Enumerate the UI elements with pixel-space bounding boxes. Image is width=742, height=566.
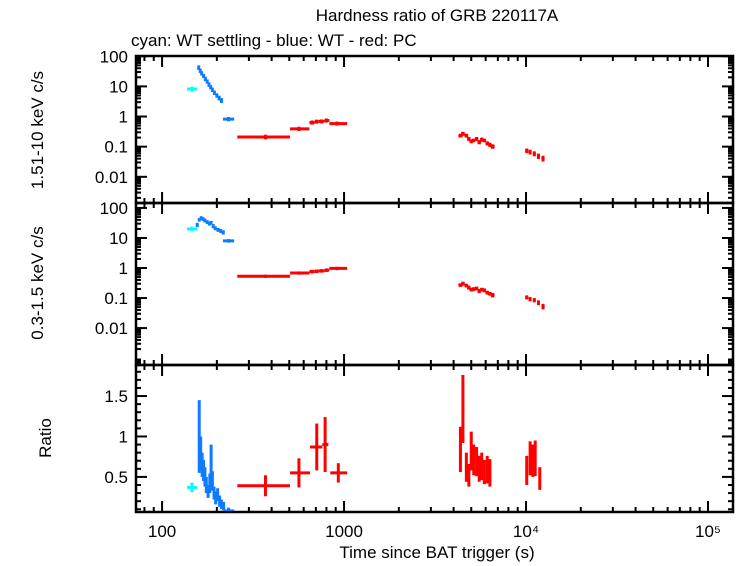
x-tick-label: 10⁴: [513, 522, 539, 541]
y-tick-label: 100: [100, 47, 128, 66]
y-axis-label-hard-band: 1.51-10 keV c/s: [28, 70, 47, 190]
plot-title: Hardness ratio of GRB 220117A: [315, 6, 559, 25]
series-pc: [237, 375, 542, 497]
y-tick-label: 1.5: [104, 387, 128, 406]
series-wt-settling: [186, 482, 198, 493]
plot-legend-subtitle: cyan: WT settling - blue: WT - red: PC: [131, 31, 417, 50]
series-wt: [197, 400, 235, 511]
y-tick-label: 100: [100, 199, 128, 218]
series-wt-settling: [186, 226, 198, 232]
series-wt: [195, 216, 235, 243]
y-tick-label: 0.5: [104, 468, 128, 487]
x-axis-label: Time since BAT trigger (s): [339, 543, 535, 562]
y-tick-label: 0.01: [95, 319, 128, 338]
y-tick-label: 1: [119, 427, 128, 446]
panel-ratio: 0.5 1 1.5: [104, 363, 735, 514]
y-tick-label: 10: [109, 229, 128, 248]
y-tick-label: 0.1: [104, 138, 128, 157]
x-tick-label: 1000: [325, 522, 363, 541]
series-pc: [237, 118, 545, 162]
panel-soft: 0.01 0.1 1 10 100: [95, 199, 735, 367]
y-axis-label-ratio: Ratio: [36, 418, 55, 458]
x-tick-label: 10⁵: [695, 522, 721, 541]
y-tick-label: 1: [119, 108, 128, 127]
y-tick-label: 10: [109, 77, 128, 96]
x-tick-label: 100: [148, 522, 176, 541]
series-wt-settling: [186, 86, 198, 92]
y-tick-label: 1: [119, 259, 128, 278]
y-tick-label: 0.1: [104, 289, 128, 308]
panel-hard: 0.01 0.1 1 10 100: [95, 47, 735, 205]
series-wt: [197, 65, 235, 122]
y-axis-label-soft-band: 0.3-1.5 keV c/s: [28, 226, 47, 340]
y-tick-label: 0.01: [95, 168, 128, 187]
series-pc: [237, 266, 545, 310]
